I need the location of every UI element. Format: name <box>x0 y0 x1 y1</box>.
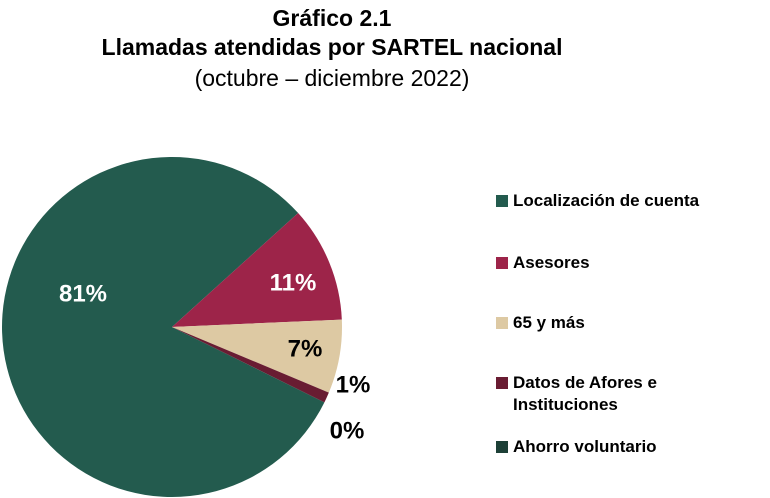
legend-label: Datos de Afores e Instituciones <box>513 373 657 414</box>
legend-label: Asesores <box>513 253 590 272</box>
data-label: 7% <box>288 335 323 362</box>
legend-item: Localización de cuenta <box>496 190 766 212</box>
chart-note: (octubre – diciembre 2022) <box>195 65 470 91</box>
legend-label: Localización de cuenta <box>513 191 700 210</box>
legend-item: Datos de Afores e Instituciones <box>496 372 766 416</box>
legend-label: 65 y más <box>513 313 585 332</box>
legend-swatch <box>496 257 508 269</box>
legend-item: Asesores <box>496 252 766 274</box>
data-label: 1% <box>336 371 371 398</box>
legend-label: Ahorro voluntario <box>513 437 657 456</box>
legend-item: 65 y más <box>496 312 766 334</box>
data-label: 0% <box>330 417 365 444</box>
legend-swatch <box>496 195 508 207</box>
chart-subtitle: Llamadas atendidas por SARTEL nacional <box>102 34 563 60</box>
pie-slice <box>172 319 342 393</box>
pie-slice <box>172 327 329 403</box>
legend-item: Ahorro voluntario <box>496 436 766 458</box>
legend-swatch <box>496 317 508 329</box>
data-label: 11% <box>270 269 317 296</box>
pie-slice <box>1 157 325 497</box>
data-label: 81% <box>59 280 107 307</box>
legend-swatch <box>496 377 508 389</box>
chart-title: Gráfico 2.1 <box>273 5 392 31</box>
legend-swatch <box>496 441 508 453</box>
pie-slice <box>172 213 342 327</box>
